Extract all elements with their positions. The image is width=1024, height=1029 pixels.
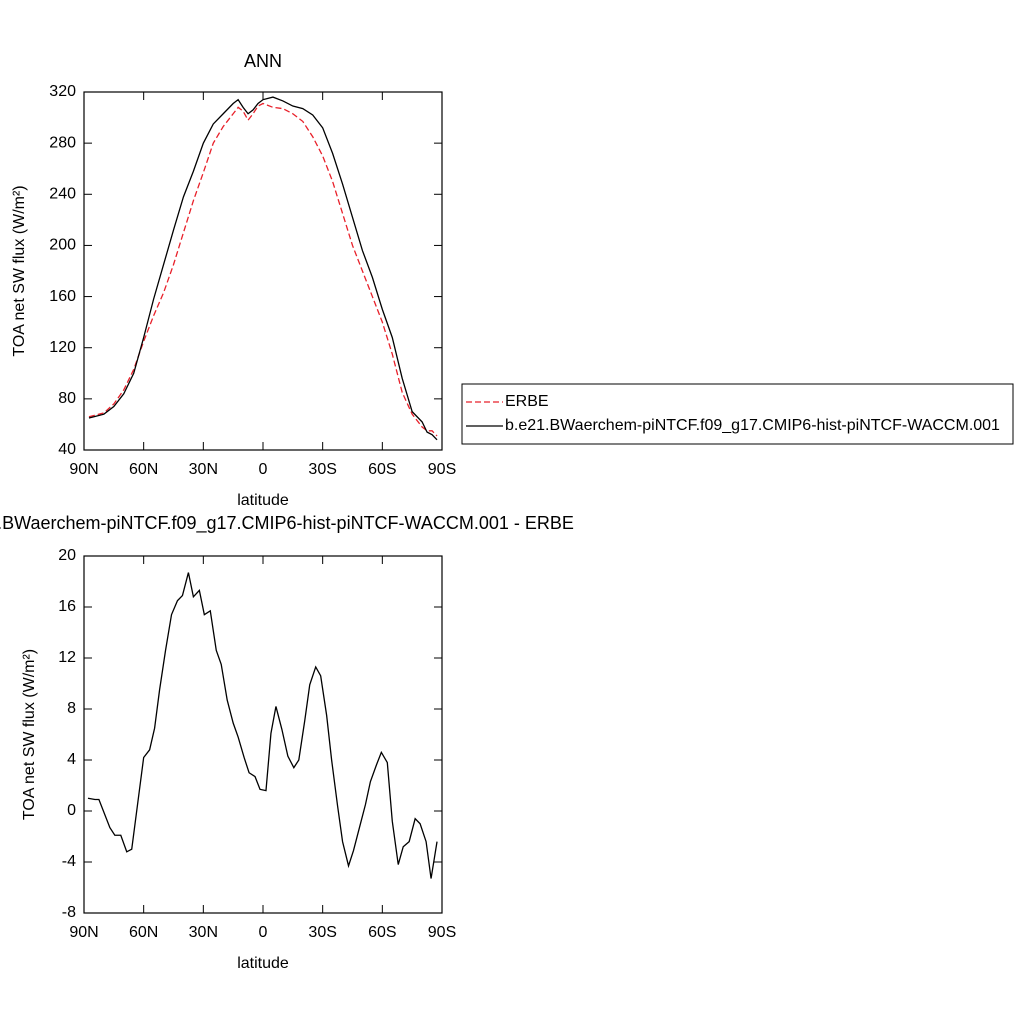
x-tick-label: 60N (129, 461, 158, 478)
y-tick-label: 240 (49, 186, 76, 203)
x-tick-label: 0 (259, 461, 268, 478)
series-line (87, 572, 438, 879)
x-axis-label: latitude (237, 492, 289, 509)
y-tick-label: 4 (67, 751, 76, 768)
y-tick-label: 200 (49, 237, 76, 254)
chart-title: ANN (244, 51, 282, 71)
series-line (88, 102, 438, 437)
x-tick-label: 90N (69, 461, 98, 478)
y-axis-label: TOA net SW flux (W/m²) (21, 649, 38, 820)
x-tick-label: 90S (428, 924, 456, 941)
series-line (88, 96, 438, 441)
legend-label: b.e21.BWaerchem-piNTCF.f09_g17.CMIP6-his… (505, 417, 1000, 434)
legend-label: ERBE (505, 393, 549, 410)
x-tick-label: 60S (368, 461, 396, 478)
y-tick-label: 160 (49, 288, 76, 305)
x-tick-label: 30N (189, 924, 218, 941)
x-tick-label: 90N (69, 924, 98, 941)
plot-frame (83, 91, 443, 451)
y-tick-label: -8 (62, 904, 76, 921)
plot-frame (83, 555, 443, 914)
y-tick-label: 320 (49, 83, 76, 100)
y-tick-label: -4 (62, 853, 76, 870)
x-tick-label: 30S (308, 461, 336, 478)
y-tick-label: 16 (58, 598, 76, 615)
y-tick-label: 20 (58, 547, 76, 564)
y-tick-label: 280 (49, 134, 76, 151)
chart-title: b.e21.BWaerchem-piNTCF.f09_g17.CMIP6-his… (0, 513, 574, 534)
y-tick-label: 8 (67, 700, 76, 717)
x-tick-label: 60N (129, 924, 158, 941)
x-tick-label: 30N (189, 461, 218, 478)
y-tick-label: 120 (49, 339, 76, 356)
y-tick-label: 12 (58, 649, 76, 666)
legend-box (461, 383, 1014, 445)
y-tick-label: 40 (58, 441, 76, 458)
x-tick-label: 0 (259, 924, 268, 941)
x-tick-label: 30S (308, 924, 336, 941)
y-tick-label: 80 (58, 390, 76, 407)
x-tick-label: 90S (428, 461, 456, 478)
x-tick-label: 60S (368, 924, 396, 941)
x-axis-label: latitude (237, 955, 289, 972)
y-tick-label: 0 (67, 802, 76, 819)
y-axis-label: TOA net SW flux (W/m²) (11, 185, 28, 356)
